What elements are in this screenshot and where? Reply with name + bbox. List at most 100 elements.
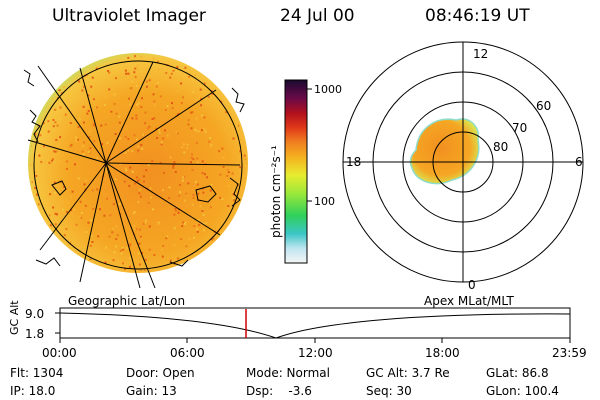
intensity-pixel	[233, 60, 235, 63]
intensity-pixel	[180, 238, 183, 241]
intensity-pixel	[171, 107, 174, 110]
intensity-pixel	[148, 79, 151, 82]
intensity-pixel	[59, 190, 62, 193]
intensity-pixel	[192, 193, 195, 196]
intensity-pixel	[203, 116, 206, 119]
intensity-pixel	[74, 95, 77, 98]
intensity-pixel	[90, 53, 92, 55]
intensity-pixel	[169, 259, 172, 262]
intensity-pixel	[238, 234, 240, 236]
intensity-pixel	[78, 80, 81, 83]
intensity-pixel	[245, 192, 246, 195]
intensity-pixel	[164, 63, 167, 65]
intensity-pixel	[165, 237, 168, 240]
intensity-pixel	[172, 164, 175, 167]
intensity-pixel	[47, 120, 50, 123]
intensity-pixel	[57, 55, 60, 58]
intensity-pixel	[137, 150, 140, 153]
intensity-pixel	[115, 112, 118, 115]
intensity-pixel	[58, 89, 61, 91]
intensity-pixel	[193, 252, 196, 255]
intensity-pixel	[36, 193, 38, 196]
intensity-pixel	[241, 249, 243, 252]
intensity-pixel	[233, 266, 236, 269]
intensity-pixel	[115, 225, 118, 228]
intensity-pixel	[236, 229, 239, 232]
intensity-pixel	[156, 137, 159, 139]
intensity-pixel	[236, 120, 239, 122]
intensity-pixel	[36, 95, 39, 98]
intensity-pixel	[100, 124, 103, 127]
intensity-pixel	[134, 55, 137, 58]
intensity-pixel	[130, 87, 133, 90]
intensity-pixel	[119, 137, 122, 140]
intensity-pixel	[129, 103, 131, 106]
intensity-pixel	[147, 201, 150, 204]
intensity-pixel	[93, 140, 96, 143]
intensity-pixel	[39, 134, 42, 137]
intensity-pixel	[141, 147, 144, 150]
intensity-pixel	[46, 68, 49, 70]
intensity-pixel	[138, 242, 141, 245]
intensity-pixel	[49, 193, 52, 196]
mlt-label-6: 6	[575, 155, 583, 169]
intensity-pixel	[227, 132, 230, 135]
door-value: Door: Open	[126, 366, 195, 380]
intensity-pixel	[140, 70, 143, 73]
intensity-pixel	[219, 173, 222, 176]
intensity-pixel	[238, 124, 241, 127]
intensity-pixel	[205, 82, 208, 84]
intensity-pixel	[196, 161, 199, 164]
intensity-pixel	[31, 247, 33, 250]
intensity-pixel	[56, 102, 59, 105]
intensity-pixel	[217, 72, 220, 75]
intensity-pixel	[32, 93, 34, 96]
intensity-pixel	[146, 127, 149, 130]
intensity-pixel	[150, 196, 153, 199]
intensity-pixel	[92, 208, 95, 210]
intensity-pixel	[142, 133, 144, 136]
intensity-pixel	[139, 228, 142, 231]
intensity-pixel	[103, 214, 106, 217]
intensity-pixel	[243, 154, 246, 157]
intensity-pixel	[89, 147, 92, 150]
intensity-pixel	[187, 123, 190, 126]
colorbar-gradient	[284, 79, 308, 264]
intensity-pixel	[211, 63, 214, 66]
intensity-pixel	[52, 158, 54, 161]
intensity-pixel	[85, 57, 88, 60]
intensity-pixel	[230, 74, 233, 77]
intensity-pixel	[148, 125, 151, 128]
intensity-pixel	[118, 121, 121, 124]
intensity-pixel	[60, 92, 63, 95]
intensity-pixel	[87, 55, 90, 56]
intensity-pixel	[82, 121, 85, 124]
intensity-pixel	[201, 172, 204, 174]
intensity-pixel	[148, 225, 151, 228]
intensity-pixel	[219, 245, 222, 248]
intensity-pixel	[188, 75, 191, 78]
intensity-pixel	[198, 266, 201, 269]
intensity-pixel	[204, 82, 206, 85]
intensity-pixel	[86, 55, 89, 57]
mlt-label-0: 0	[468, 278, 476, 292]
intensity-pixel	[53, 181, 56, 184]
intensity-pixel	[35, 174, 38, 177]
intensity-pixel	[181, 57, 184, 60]
intensity-pixel	[133, 134, 136, 137]
timeline-x-tick: 12:00	[298, 346, 333, 360]
intensity-pixel	[122, 262, 124, 265]
intensity-pixel	[69, 122, 72, 124]
intensity-pixel	[112, 259, 115, 262]
mlt-label-18: 18	[346, 155, 361, 169]
timeline-x-tick: 06:00	[170, 346, 205, 360]
intensity-pixel	[105, 246, 107, 249]
intensity-pixel	[70, 209, 73, 212]
intensity-pixel	[65, 228, 68, 231]
intensity-pixel	[162, 244, 165, 247]
intensity-pixel	[161, 248, 164, 251]
date-label: 24 Jul 00	[280, 6, 355, 26]
intensity-pixel	[33, 99, 36, 102]
timeline-x-tick: 00:00	[42, 346, 77, 360]
intensity-pixel	[235, 140, 238, 143]
